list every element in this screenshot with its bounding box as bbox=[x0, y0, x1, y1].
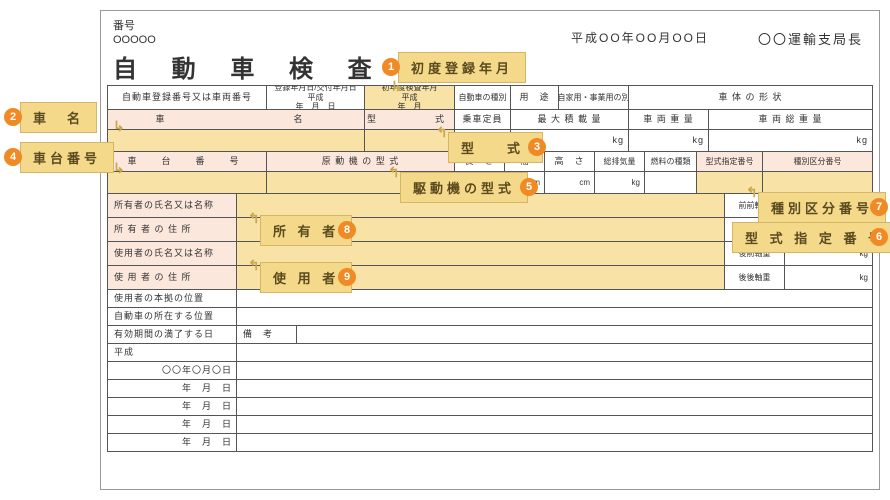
notes-body-4 bbox=[237, 398, 873, 415]
tag-catno: 種別区分番号 bbox=[758, 192, 886, 223]
arrow-7: ↰ bbox=[746, 184, 758, 201]
tag-engine: 駆動機の型式 bbox=[400, 172, 528, 203]
badge-5: 5 bbox=[520, 178, 538, 196]
v-gross: kg bbox=[709, 130, 873, 151]
c-base: 使用者の本拠の位置 bbox=[107, 290, 237, 307]
c-kind: 自動車の種別 bbox=[455, 86, 511, 109]
c-catno: 種別区分番号 bbox=[763, 152, 873, 171]
tag-first-reg: 初度登録年月 bbox=[398, 52, 526, 83]
v-name bbox=[107, 130, 365, 151]
badge-2: 2 bbox=[4, 108, 22, 126]
c-d2: 年 月 日 bbox=[107, 380, 237, 397]
c-seat: 乗車定員 bbox=[455, 110, 511, 129]
v-disp: kg bbox=[595, 172, 645, 193]
arrow-1: ↳ bbox=[391, 78, 403, 95]
c-expiry: 有効期間の満了する日 bbox=[107, 326, 237, 343]
c-engine: 原 動 機 の 型 式 bbox=[267, 152, 455, 171]
arrow-2: ↳ bbox=[113, 118, 125, 135]
c-gross: 車 両 総 重 量 bbox=[709, 110, 873, 129]
c-loc: 自動車の所在する位置 bbox=[107, 308, 237, 325]
c-user-name: 使用者の氏名又は名称 bbox=[107, 242, 237, 265]
c-regdate: 登録年月日/交付年月日平成年 月 日 bbox=[267, 86, 365, 109]
badge-6: 6 bbox=[870, 228, 888, 246]
v-chassis bbox=[107, 172, 267, 193]
c-fuel: 燃料の種類 bbox=[645, 152, 697, 171]
notes-body-3 bbox=[237, 380, 873, 397]
v-catno bbox=[763, 172, 873, 193]
row-location: 自動車の所在する位置 bbox=[107, 308, 873, 326]
row-base: 使用者の本拠の位置 bbox=[107, 290, 873, 308]
badge-3: 3 bbox=[528, 138, 546, 156]
badge-1: 1 bbox=[382, 58, 400, 76]
row-expiry: 有効期間の満了する日 備 考 bbox=[107, 326, 873, 344]
c-d3: 年 月 日 bbox=[107, 398, 237, 415]
row-date2: 年 月 日 bbox=[107, 380, 873, 398]
c-d1: 〇〇年〇月〇日 bbox=[107, 362, 237, 379]
badge-8: 8 bbox=[338, 221, 356, 239]
badge-9: 9 bbox=[338, 268, 356, 286]
notes-body-5 bbox=[237, 416, 873, 433]
c-typeno: 型式指定番号 bbox=[697, 152, 763, 171]
arrow-5: ↰ bbox=[388, 164, 400, 181]
c-load: 最 大 積 載 量 bbox=[511, 110, 629, 129]
c-first-inspect: 初年度検査年月平成年 月 bbox=[365, 86, 455, 109]
row-date4: 年 月 日 bbox=[107, 416, 873, 434]
v-notes bbox=[297, 326, 873, 343]
c-d4: 年 月 日 bbox=[107, 416, 237, 433]
row-1-labels: 自動車登録番号又は車両番号 登録年月日/交付年月日平成年 月 日 初年度検査年月… bbox=[107, 86, 873, 110]
c-notes: 備 考 bbox=[237, 326, 297, 343]
row-date3: 年 月 日 bbox=[107, 398, 873, 416]
c-rr-axle: 後後軸重 bbox=[725, 266, 785, 289]
no-label: 番号 bbox=[113, 20, 135, 32]
row-date5: 年 月 日 bbox=[107, 434, 873, 452]
badge-7: 7 bbox=[870, 198, 888, 216]
c-d5: 年 月 日 bbox=[107, 434, 237, 451]
c-private: 自家用・事業用の別 bbox=[559, 86, 629, 109]
c-use: 用 途 bbox=[511, 86, 559, 109]
header-number: 番号 OOOOO bbox=[113, 19, 156, 48]
c-weight: 車 両 重 量 bbox=[629, 110, 709, 129]
c-user-addr: 使 用 者 の 住 所 bbox=[107, 266, 237, 289]
no-value: OOOOO bbox=[113, 34, 156, 46]
c-owner-name: 所有者の氏名又は名称 bbox=[107, 194, 237, 217]
c-heisei: 平成 bbox=[107, 344, 237, 361]
row-heisei: 平成 bbox=[107, 344, 873, 362]
c-chassis: 車 台 番 号 bbox=[107, 152, 267, 171]
v-loc bbox=[237, 308, 873, 325]
tag-chassis: 車台番号 bbox=[20, 142, 114, 173]
c-name: 車 名 bbox=[107, 110, 365, 129]
v-fuel bbox=[645, 172, 697, 193]
notes-body-6 bbox=[237, 434, 873, 451]
notes-body-1 bbox=[237, 344, 873, 361]
c-owner-addr: 所 有 者 の 住 所 bbox=[107, 218, 237, 241]
row-2-labels: 車 名 型 式 乗車定員 最 大 積 載 量 車 両 重 量 車 両 総 重 量 bbox=[107, 110, 873, 130]
row-user-addr: 使 用 者 の 住 所 後後軸重 kg bbox=[107, 266, 873, 290]
arrow-9: ↰ bbox=[248, 257, 260, 274]
tag-typeno: 型 式 指 定 番 号 bbox=[732, 222, 890, 253]
v-rr-axle: kg bbox=[785, 266, 873, 289]
arrow-3: ↰ bbox=[436, 124, 448, 141]
v-hgt: cm bbox=[545, 172, 595, 193]
notes-body-2 bbox=[237, 362, 873, 379]
v-weight: kg bbox=[629, 130, 709, 151]
row-date1: 〇〇年〇月〇日 bbox=[107, 362, 873, 380]
tag-car-name: 車 名 bbox=[20, 102, 97, 133]
arrow-8: ↰ bbox=[248, 210, 260, 227]
c-hgt: 高 さ bbox=[545, 152, 595, 171]
header-date: 平成OO年OO月OO日 bbox=[571, 29, 709, 46]
c-disp: 総排気量 bbox=[595, 152, 645, 171]
header-office: 〇〇運輸支局長 bbox=[758, 29, 863, 48]
c-body: 車 体 の 形 状 bbox=[629, 86, 873, 109]
c-regno: 自動車登録番号又は車両番号 bbox=[107, 86, 267, 109]
badge-4: 4 bbox=[4, 148, 22, 166]
arrow-4: ↳ bbox=[113, 160, 125, 177]
